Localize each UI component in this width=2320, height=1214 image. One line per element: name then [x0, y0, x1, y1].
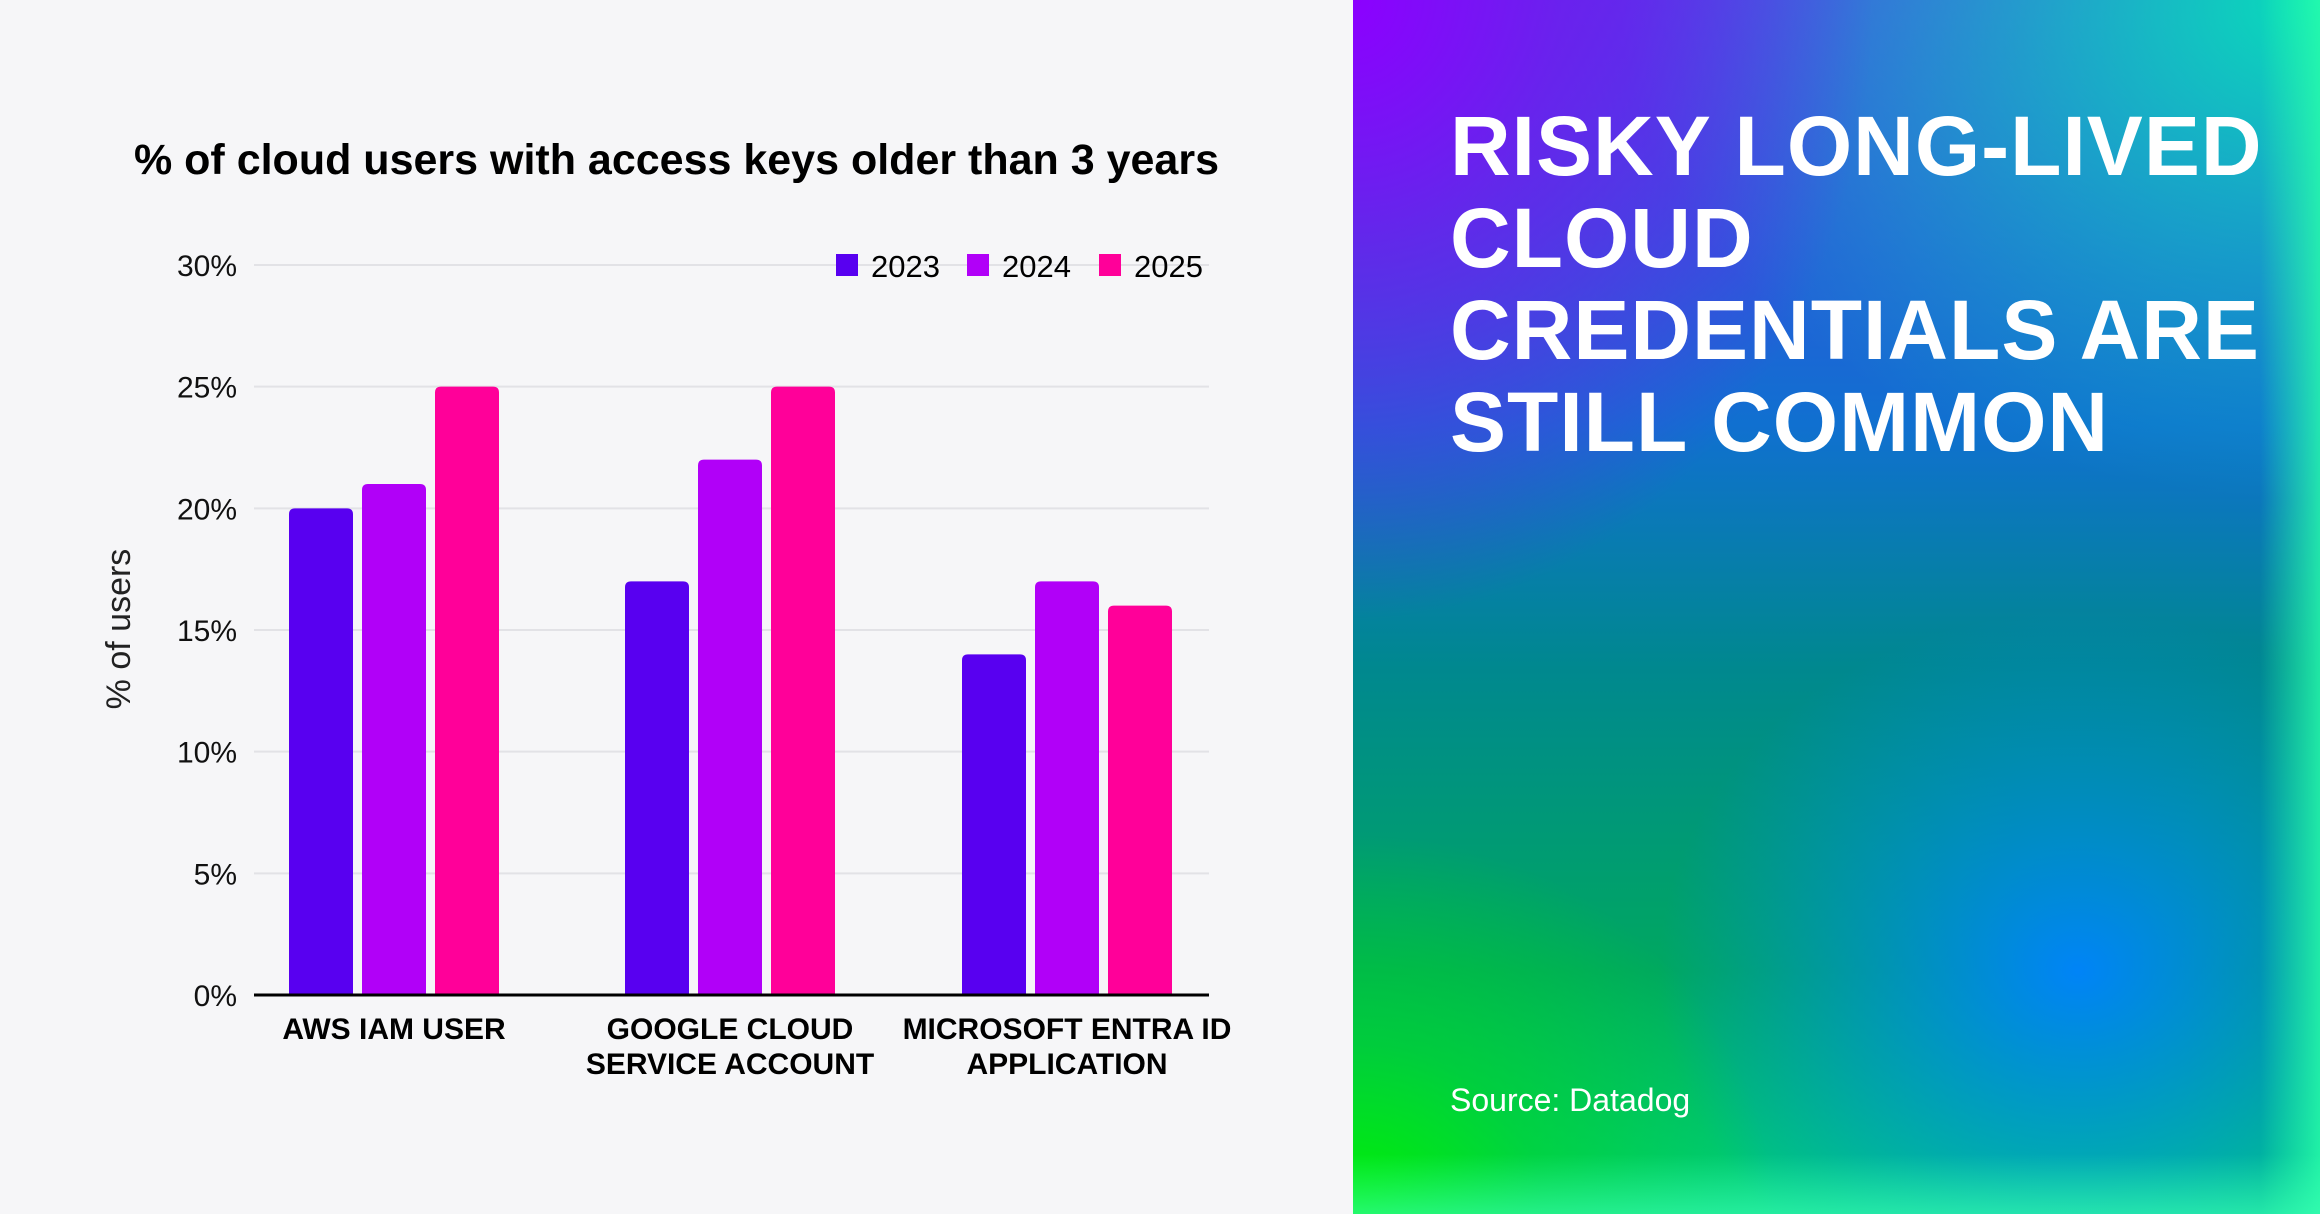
bar-2025 — [771, 386, 835, 996]
bar-2025 — [1108, 605, 1172, 995]
bar-2023 — [625, 581, 689, 995]
legend-label: 2025 — [1134, 249, 1203, 284]
y-tick-label: 30% — [177, 250, 237, 283]
bar-2023 — [962, 654, 1026, 995]
headline-line: CLOUD — [1450, 191, 1754, 285]
bar-2025 — [435, 386, 499, 996]
headline-line: STILL COMMON — [1450, 375, 2110, 469]
y-axis-label: % of users — [100, 549, 138, 710]
y-tick-label: 15% — [177, 615, 237, 648]
headline-line: RISKY LONG-LIVED — [1450, 99, 2263, 193]
legend-label: 2023 — [871, 249, 940, 284]
source-note: Source: Datadog — [1450, 1082, 1691, 1118]
x-category-label: GOOGLE CLOUD — [607, 1013, 854, 1046]
y-tick-label: 20% — [177, 493, 237, 526]
legend-swatch-2024 — [967, 254, 989, 276]
y-tick-label: 0% — [194, 980, 237, 1013]
bar-2024 — [698, 459, 762, 996]
legend-swatch-2023 — [836, 254, 858, 276]
y-tick-label: 5% — [194, 858, 237, 891]
bar-chart: 0% 5% 10% 15% 20% 25% 30% AWS IAM USER GOOGLE CL… — [100, 249, 1232, 1081]
y-tick-label: 25% — [177, 372, 237, 405]
headline-panel — [1353, 0, 2320, 1214]
chart-title: % of cloud users with access keys older … — [133, 136, 1219, 184]
x-category-label: AWS IAM USER — [282, 1013, 506, 1046]
headline: RISKY LONG-LIVED CLOUD CREDENTIALS ARE S… — [1450, 100, 2290, 468]
bar-2023 — [289, 508, 353, 995]
x-category-label: MICROSOFT ENTRA ID — [903, 1013, 1232, 1046]
x-category-label: APPLICATION — [966, 1048, 1167, 1081]
y-tick-label: 10% — [177, 737, 237, 770]
x-category-label: SERVICE ACCOUNT — [586, 1048, 874, 1081]
legend-label: 2024 — [1002, 249, 1071, 284]
bar-2024 — [362, 484, 426, 995]
legend-swatch-2025 — [1099, 254, 1121, 276]
headline-line: CREDENTIALS ARE — [1450, 283, 2260, 377]
bar-2024 — [1035, 581, 1099, 995]
